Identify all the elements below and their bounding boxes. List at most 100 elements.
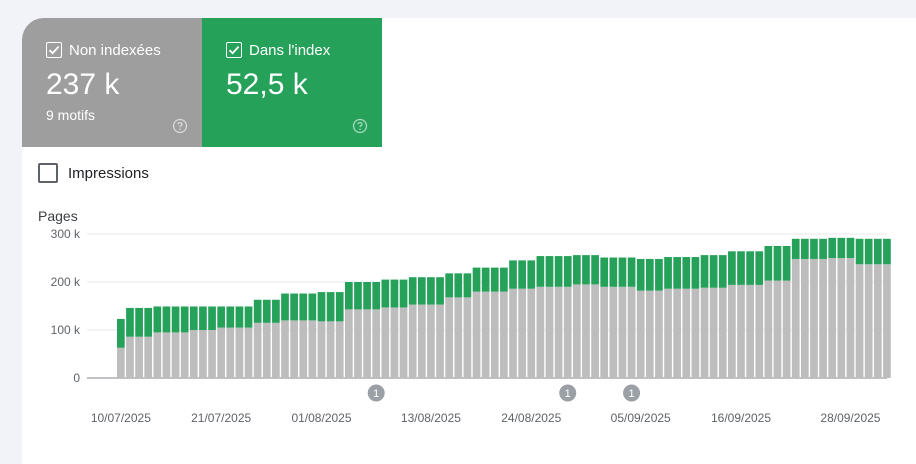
bar-indexed [873, 238, 882, 265]
y-tick-label: 0 [73, 371, 80, 385]
bar-not-indexed [664, 288, 672, 378]
bar-not-indexed [782, 280, 791, 378]
bar-not-indexed [810, 258, 818, 378]
bar-not-indexed [618, 286, 627, 378]
bar-indexed [545, 256, 554, 287]
bar-indexed [645, 258, 654, 291]
bar-indexed [135, 307, 143, 337]
bar-not-indexed [545, 286, 554, 378]
bar-not-indexed [819, 258, 827, 378]
bar-indexed [472, 267, 481, 292]
bar-indexed [317, 292, 326, 322]
bar-not-indexed [563, 286, 572, 378]
bar-indexed [837, 237, 846, 258]
bar-indexed [308, 293, 317, 321]
indexed-checkbox[interactable] [226, 42, 242, 58]
bar-indexed [536, 256, 545, 287]
bar-not-indexed [372, 309, 381, 378]
bar-not-indexed [828, 258, 837, 378]
bar-indexed [345, 282, 353, 310]
bar-not-indexed [500, 291, 508, 378]
bar-not-indexed [791, 258, 800, 378]
bar-indexed [490, 267, 499, 292]
bar-not-indexed [208, 330, 216, 378]
check-icon [48, 45, 60, 55]
bar-not-indexed [463, 297, 472, 378]
bar-indexed [782, 246, 791, 281]
bar-not-indexed [235, 327, 244, 378]
bar-indexed [500, 267, 508, 292]
bar-indexed [718, 255, 727, 288]
bar-indexed [180, 306, 189, 333]
bar-not-indexed [636, 290, 645, 378]
bar-not-indexed [873, 264, 882, 378]
bar-indexed [235, 306, 244, 328]
bar-not-indexed [673, 288, 682, 378]
bar-not-indexed [272, 322, 280, 378]
bar-indexed [363, 282, 371, 310]
bar-not-indexed [445, 297, 454, 378]
bar-indexed [463, 273, 472, 298]
bar-indexed [509, 260, 517, 289]
bar-indexed [153, 306, 162, 333]
bar-not-indexed [609, 286, 618, 378]
bar-indexed [591, 255, 599, 285]
x-tick-label: 24/08/2025 [501, 411, 561, 425]
bar-indexed [217, 306, 226, 328]
bar-not-indexed [700, 287, 709, 378]
bar-indexed [326, 292, 335, 322]
bar-not-indexed [864, 264, 873, 378]
bar-not-indexed [490, 291, 499, 378]
x-tick-label: 05/09/2025 [611, 411, 671, 425]
annotation-label: 1 [629, 388, 635, 400]
bar-not-indexed [454, 297, 463, 378]
bar-indexed [436, 277, 444, 305]
bar-not-indexed [627, 286, 636, 378]
help-circle-icon[interactable] [172, 118, 188, 134]
pages-bar-chart: 0 100 k 200 k 300 k 1 1 1 10/07/2025 21/07/2025 0… [51, 227, 891, 425]
bar-not-indexed [317, 321, 326, 378]
bar-not-indexed [755, 284, 764, 378]
bar-indexed [290, 293, 298, 321]
bar-not-indexed [518, 288, 526, 378]
bar-indexed [417, 277, 426, 305]
bar-not-indexed [472, 291, 481, 378]
bar-not-indexed [390, 307, 399, 378]
bar-indexed [117, 318, 125, 348]
bar-not-indexed [846, 258, 855, 378]
bar-not-indexed [582, 284, 590, 378]
bar-indexed [773, 246, 782, 281]
bar-not-indexed [682, 288, 691, 378]
bar-not-indexed [408, 304, 417, 378]
bar-not-indexed [180, 332, 189, 378]
bar-not-indexed [117, 347, 125, 378]
bar-not-indexed [591, 284, 599, 378]
impressions-checkbox[interactable] [38, 163, 58, 183]
bar-indexed [728, 251, 736, 285]
bar-indexed [636, 258, 645, 291]
bar-indexed [764, 246, 773, 281]
bar-not-indexed [801, 258, 809, 378]
help-circle-icon[interactable] [352, 118, 368, 134]
bar-not-indexed [199, 330, 207, 378]
bar-indexed [262, 299, 271, 323]
not-indexed-tile[interactable]: Non indexées 237 k 9 motifs [22, 18, 202, 147]
bar-not-indexed [481, 291, 490, 378]
not-indexed-checkbox[interactable] [46, 42, 62, 58]
bar-indexed [244, 306, 253, 328]
bar-not-indexed [253, 322, 262, 378]
bar-not-indexed [527, 288, 536, 378]
bar-indexed [390, 279, 399, 308]
y-tick-label: 100 k [51, 323, 81, 337]
indexed-tile[interactable]: Dans l'index 52,5 k [202, 18, 382, 147]
bar-indexed [199, 306, 207, 330]
bar-not-indexed [837, 258, 846, 378]
bar-indexed [299, 293, 308, 321]
bar-not-indexed [691, 288, 700, 378]
bar-indexed [518, 260, 526, 289]
bar-not-indexed [718, 287, 727, 378]
annotation-marker [367, 384, 385, 402]
x-tick-label: 01/08/2025 [291, 411, 351, 425]
bar-not-indexed [728, 284, 736, 378]
x-tick-label: 10/07/2025 [91, 411, 151, 425]
